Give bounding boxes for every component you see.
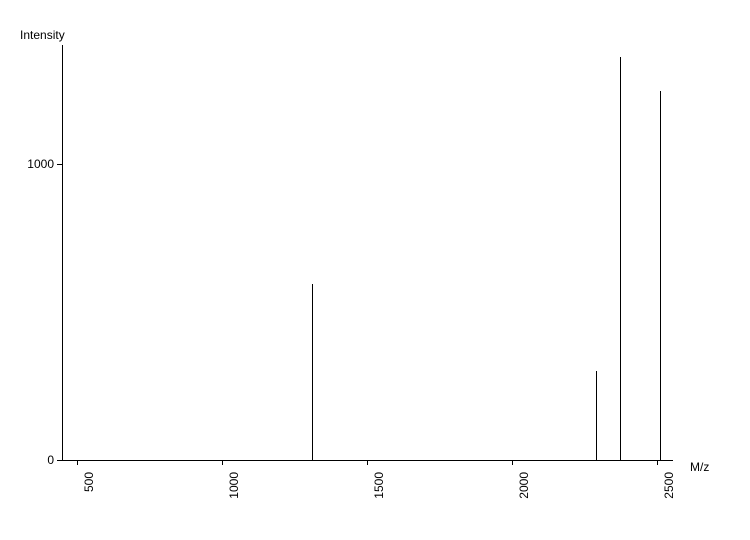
x-tick-label: 1500 [372,472,386,507]
y-tick-label: 1000 [14,157,54,171]
y-tick-label: 0 [14,453,54,467]
spectrum-peak [620,57,621,460]
x-tick [367,460,368,465]
y-tick [57,164,62,165]
x-tick [77,460,78,465]
y-tick [57,460,62,461]
spectrum-peak [596,371,597,460]
x-tick-label: 500 [82,472,96,507]
x-tick [512,460,513,465]
plot-area [62,45,673,461]
x-tick-label: 2500 [662,472,676,507]
x-tick [657,460,658,465]
spectrum-peak [660,91,661,460]
x-tick-label: 1000 [227,472,241,507]
y-axis-label: Intensity [20,28,65,42]
mass-spectrum-chart: Intensity M/z 0 1000 500 1000 1500 2000 2500 [0,0,750,540]
x-axis-label: M/z [690,460,709,474]
spectrum-peak [312,284,313,460]
x-tick [222,460,223,465]
x-tick-label: 2000 [517,472,531,507]
